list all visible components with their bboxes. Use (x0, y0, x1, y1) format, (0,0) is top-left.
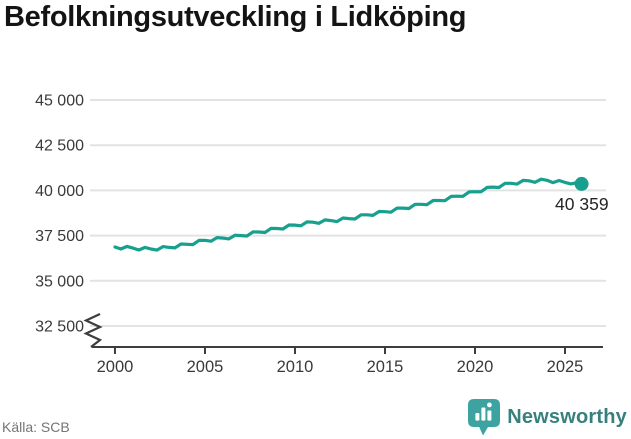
y-tick-label: 42 500 (35, 138, 84, 155)
y-tick-label: 32 500 (35, 319, 84, 336)
newsworthy-logo: Newsworthy (468, 399, 627, 436)
last-value-label: 40 359 (555, 194, 609, 214)
x-tick-label: 2015 (367, 358, 404, 376)
x-tick-label: 2020 (457, 358, 494, 376)
y-tick-label: 40 000 (35, 183, 84, 200)
data-line (113, 177, 584, 252)
end-point-marker (574, 176, 589, 191)
axis-break-icon (83, 313, 103, 348)
newsworthy-wordmark: Newsworthy (507, 406, 627, 428)
x-tick-label: 2000 (97, 358, 134, 376)
x-tick-label: 2005 (187, 358, 224, 376)
y-axis-labels: 32 500 35 000 37 500 40 000 42 500 45 000 (35, 93, 84, 336)
y-tick-label: 45 000 (35, 93, 84, 110)
chart-title: Befolkningsutveckling i Lidköping (4, 1, 467, 33)
x-axis: 2000 2005 2010 2015 2020 2025 (92, 346, 603, 376)
y-tick-label: 35 000 (35, 273, 84, 290)
y-gridlines (90, 99, 606, 327)
x-tick-label: 2010 (277, 358, 314, 376)
newsworthy-icon (468, 399, 501, 436)
source-label: Källa: SCB (2, 419, 70, 435)
x-tick-label: 2025 (547, 358, 584, 376)
y-tick-label: 37 500 (35, 228, 84, 245)
